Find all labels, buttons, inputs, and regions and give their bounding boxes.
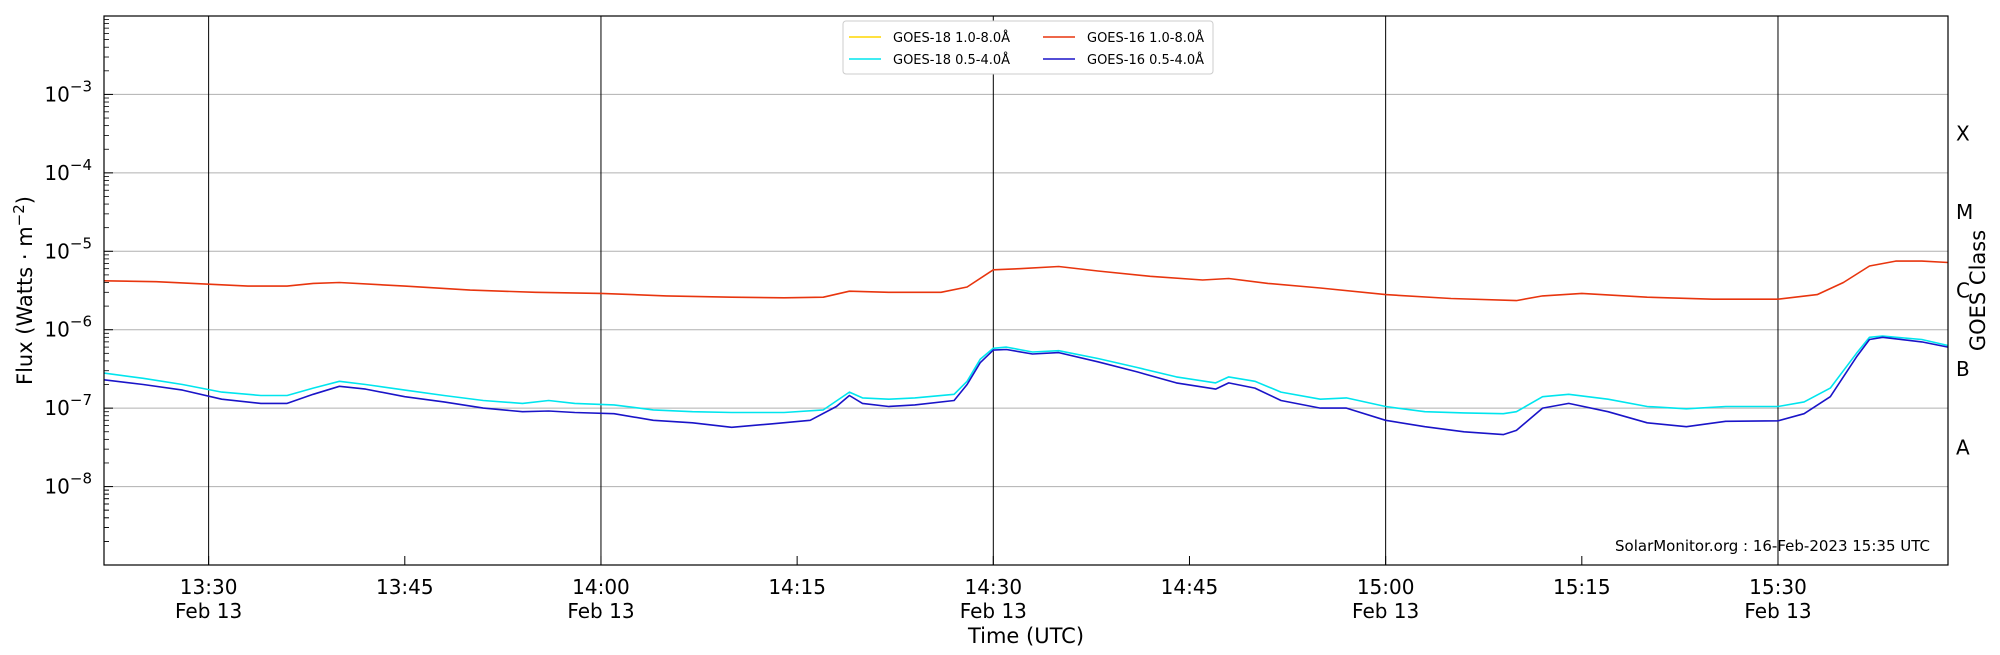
- x-axis-title: Time (UTC): [967, 624, 1084, 648]
- y-tick-label: 10−3: [44, 77, 92, 106]
- x-tick-sublabel: Feb 13: [1744, 599, 1811, 623]
- axis-ticks: [104, 19, 1779, 565]
- y-tick-label: 10−6: [44, 313, 92, 342]
- goes-class-label-c: C: [1956, 279, 1970, 303]
- goes-class-label-b: B: [1956, 357, 1970, 381]
- legend-label-4: GOES-16 0.5-4.0Å: [1087, 52, 1204, 68]
- x-tick-sublabel: Feb 13: [1352, 599, 1419, 623]
- goes-class-label-a: A: [1956, 435, 1970, 459]
- x-tick-label: 13:45: [376, 575, 434, 599]
- x-tick-sublabel: Feb 13: [567, 599, 634, 623]
- y-tick-label: 10−7: [44, 391, 92, 420]
- legend-label-1: GOES-18 1.0-8.0Å: [893, 30, 1010, 46]
- series-line-3: [103, 260, 1949, 302]
- legend-label-3: GOES-16 1.0-8.0Å: [1087, 30, 1204, 46]
- y-tick-label: 10−8: [44, 470, 92, 499]
- y-tick-label: 10−4: [44, 156, 92, 185]
- legend-box: [842, 20, 1214, 75]
- source-annotation: SolarMonitor.org : 16-Feb-2023 15:35 UTC: [1615, 537, 1930, 555]
- plot-frame: [103, 15, 1949, 566]
- x-tick-sublabel: Feb 13: [175, 599, 242, 623]
- grid-lines: [104, 93, 1948, 488]
- goes-class-label-x: X: [1956, 122, 1970, 146]
- series-line-4: [103, 336, 1949, 436]
- x-tick-label: 15:00: [1357, 575, 1415, 599]
- x-tick-label: 14:30: [964, 575, 1022, 599]
- x-tick-label: 14:15: [768, 575, 826, 599]
- x-tick-sublabel: Feb 13: [960, 599, 1027, 623]
- series-line-2: [103, 335, 1949, 415]
- x-tick-label: 14:45: [1161, 575, 1219, 599]
- goes-class-axis-title: GOES Class: [1966, 230, 1990, 351]
- series-lines: [103, 260, 1949, 436]
- x-tick-label: 15:30: [1749, 575, 1807, 599]
- x-tick-label: 14:00: [572, 575, 630, 599]
- y-axis-title: Flux (Watts · m−2): [10, 196, 37, 385]
- time-marker-lines: [208, 16, 1779, 565]
- x-tick-label: 15:15: [1553, 575, 1611, 599]
- y-tick-label: 10−5: [44, 234, 92, 263]
- legend: GOES-18 1.0-8.0Å GOES-16 1.0-8.0Å GOES-18 …: [842, 20, 1214, 75]
- legend-label-2: GOES-18 0.5-4.0Å: [893, 52, 1010, 68]
- goes-class-label-m: M: [1956, 200, 1973, 224]
- x-tick-label: 13:30: [180, 575, 238, 599]
